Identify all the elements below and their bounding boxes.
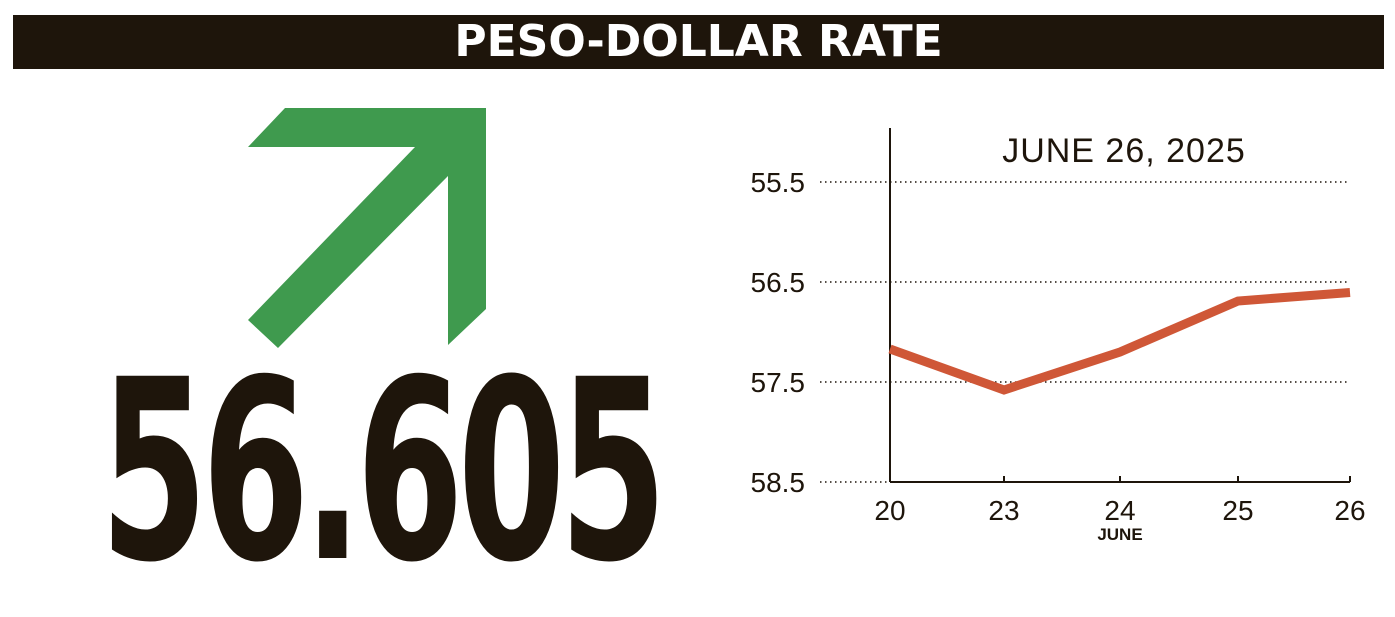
x-tick-label: 20: [874, 495, 905, 526]
rate-line-chart: 55.5 56.5 57.5 58.5 20 23 24 25 26 JUNE JUNE 26, 2…: [751, 128, 1366, 544]
y-tick-label: 58.5: [751, 467, 806, 498]
x-tick-label: 26: [1334, 495, 1365, 526]
title-banner: PESO-DOLLAR RATE: [13, 15, 1384, 69]
y-tick-label: 55.5: [751, 167, 806, 198]
chart-title: JUNE 26, 2025: [1002, 132, 1246, 170]
x-tick-label: 25: [1222, 495, 1253, 526]
x-tick-label: 24: [1104, 495, 1135, 526]
x-axis-label: JUNE: [1097, 525, 1142, 544]
series-line: [888, 288, 1351, 395]
x-tick-label: 23: [988, 495, 1019, 526]
y-tick-label: 56.5: [751, 267, 806, 298]
up-arrow-icon: [248, 108, 486, 348]
y-tick-label: 57.5: [751, 367, 806, 398]
rate-value: 56.605: [100, 326, 667, 617]
page-title: PESO-DOLLAR RATE: [454, 16, 943, 67]
